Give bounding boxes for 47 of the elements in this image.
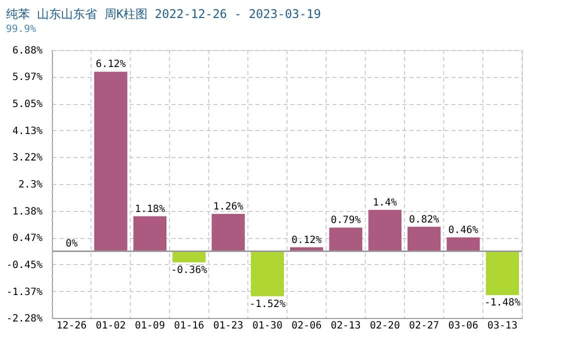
- y-tick-label: 1.38%: [12, 206, 42, 218]
- bar: [172, 250, 206, 262]
- y-tick-label: -0.45%: [6, 260, 42, 271]
- data-label: 1.26%: [213, 201, 244, 212]
- y-tick-label: -2.28%: [6, 314, 42, 324]
- y-tick-label: 0.47%: [12, 233, 42, 244]
- x-tick-label: 02-27: [409, 320, 440, 332]
- x-tick-label: 03-06: [448, 320, 478, 332]
- bar: [133, 216, 166, 252]
- x-tick-label: 03-13: [487, 320, 518, 332]
- bar: [486, 250, 519, 296]
- data-label: 0.12%: [292, 234, 322, 246]
- data-label: -0.36%: [171, 264, 208, 276]
- x-tick-label: 01-30: [252, 320, 282, 332]
- data-label: 0.82%: [409, 214, 440, 226]
- x-tick-label: 02-13: [330, 320, 361, 332]
- data-label: 0.46%: [448, 224, 478, 236]
- bar: [212, 214, 245, 252]
- chart-subtitle: 99.9%: [6, 24, 36, 35]
- y-tick-label: 3.22%: [12, 152, 42, 164]
- x-tick-label: 02-20: [370, 320, 400, 332]
- bar: [94, 72, 128, 252]
- bar: [250, 250, 284, 296]
- chart-title: 纯苯 山东山东省 周K柱图 2022-12-26 - 2023-03-19: [6, 7, 321, 21]
- y-tick-label: 5.05%: [12, 99, 42, 110]
- bar: [408, 226, 441, 252]
- data-label: 1.4%: [372, 197, 397, 208]
- y-tick-label: -1.37%: [6, 286, 42, 298]
- bar: [368, 210, 402, 252]
- y-tick-label: 4.13%: [12, 126, 42, 137]
- x-tick-label: 02-06: [292, 320, 322, 332]
- y-tick-label: 6.88%: [12, 46, 42, 56]
- bar: [329, 228, 362, 252]
- data-label: 1.18%: [134, 204, 165, 215]
- y-tick-label: 5.97%: [12, 72, 42, 84]
- y-tick-label: 2.3%: [18, 180, 42, 190]
- bar: [446, 237, 480, 252]
- x-tick-label: 01-16: [174, 320, 204, 332]
- x-tick-label: 01-23: [213, 320, 244, 332]
- x-tick-label: 01-09: [134, 320, 165, 332]
- data-label: -1.52%: [249, 298, 286, 310]
- x-tick-label: 12-26: [56, 320, 87, 332]
- x-tick-label: 01-02: [96, 320, 126, 332]
- data-label: -1.48%: [484, 298, 520, 309]
- data-label: 0%: [66, 238, 78, 250]
- data-label: 0.79%: [330, 215, 361, 226]
- data-label: 6.12%: [96, 59, 126, 70]
